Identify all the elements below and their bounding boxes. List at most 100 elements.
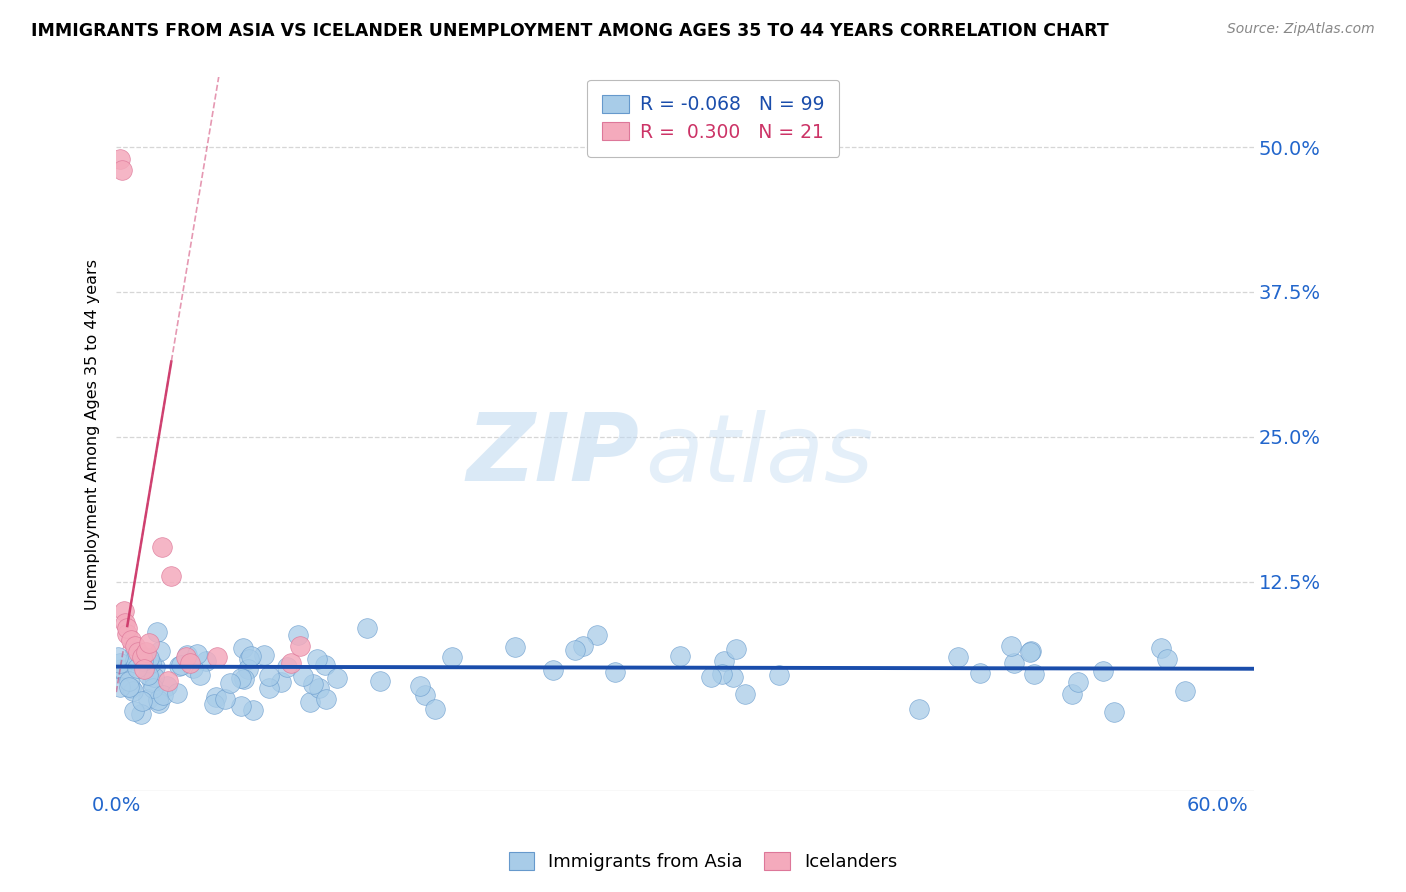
Point: [142, 681, 165, 695]
Point: [112, 604, 135, 618]
Text: ZIP: ZIP: [467, 409, 640, 501]
Point: [1022, 666, 1045, 681]
Point: [669, 649, 692, 664]
Legend: R = -0.068   N = 99, R =  0.300   N = 21: R = -0.068 N = 99, R = 0.300 N = 21: [588, 79, 839, 157]
Point: [276, 660, 298, 674]
Point: [409, 679, 432, 693]
Point: [156, 679, 179, 693]
Point: [287, 628, 309, 642]
Point: [505, 640, 527, 655]
Point: [131, 707, 153, 722]
Point: [149, 644, 172, 658]
Point: [231, 671, 253, 685]
Point: [315, 692, 337, 706]
Point: [1067, 675, 1090, 690]
Point: [124, 644, 146, 658]
Text: Source: ZipAtlas.com: Source: ZipAtlas.com: [1227, 22, 1375, 37]
Point: [110, 662, 132, 676]
Point: [170, 657, 193, 672]
Point: [1060, 687, 1083, 701]
Point: [194, 654, 217, 668]
Point: [1174, 683, 1197, 698]
Point: [543, 664, 565, 678]
Point: [768, 668, 790, 682]
Point: [232, 641, 254, 656]
Point: [368, 674, 391, 689]
Point: [179, 656, 201, 670]
Point: [711, 667, 734, 681]
Point: [734, 687, 756, 701]
Point: [131, 694, 153, 708]
Point: [138, 636, 160, 650]
Point: [229, 699, 252, 714]
Point: [1156, 652, 1178, 666]
Point: [124, 639, 146, 653]
Point: [174, 650, 197, 665]
Point: [288, 639, 311, 653]
Point: [127, 644, 149, 658]
Point: [148, 693, 170, 707]
Point: [131, 654, 153, 668]
Point: [440, 649, 463, 664]
Point: [572, 639, 595, 653]
Point: [132, 662, 155, 676]
Point: [280, 656, 302, 670]
Point: [252, 648, 274, 663]
Point: [160, 569, 183, 583]
Point: [131, 650, 153, 665]
Point: [117, 627, 139, 641]
Point: [114, 615, 136, 630]
Point: [305, 652, 328, 666]
Point: [148, 696, 170, 710]
Point: [326, 671, 349, 685]
Point: [257, 669, 280, 683]
Point: [298, 696, 321, 710]
Point: [302, 676, 325, 690]
Point: [908, 702, 931, 716]
Point: [700, 670, 723, 684]
Point: [242, 703, 264, 717]
Point: [150, 540, 173, 554]
Point: [108, 152, 131, 166]
Point: [1000, 639, 1022, 653]
Point: [166, 686, 188, 700]
Point: [120, 681, 142, 696]
Point: [586, 628, 609, 642]
Point: [946, 650, 969, 665]
Point: [188, 668, 211, 682]
Point: [186, 648, 208, 662]
Text: IMMIGRANTS FROM ASIA VS ICELANDER UNEMPLOYMENT AMONG AGES 35 TO 44 YEARS CORRELA: IMMIGRANTS FROM ASIA VS ICELANDER UNEMPL…: [31, 22, 1109, 40]
Point: [1019, 645, 1042, 659]
Point: [218, 676, 240, 690]
Point: [136, 668, 159, 682]
Point: [205, 690, 228, 705]
Point: [238, 662, 260, 676]
Point: [205, 650, 228, 665]
Point: [135, 644, 157, 658]
Point: [214, 692, 236, 706]
Point: [146, 625, 169, 640]
Point: [136, 692, 159, 706]
Point: [124, 652, 146, 666]
Point: [181, 661, 204, 675]
Point: [969, 666, 991, 681]
Point: [122, 684, 145, 698]
Point: [564, 643, 586, 657]
Point: [112, 664, 135, 678]
Point: [1102, 705, 1125, 719]
Point: [118, 673, 141, 688]
Point: [117, 621, 139, 635]
Point: [122, 704, 145, 718]
Point: [314, 657, 336, 672]
Point: [111, 163, 134, 178]
Point: [713, 654, 735, 668]
Point: [238, 652, 260, 666]
Point: [721, 670, 744, 684]
Point: [413, 688, 436, 702]
Point: [176, 648, 198, 662]
Point: [239, 648, 262, 663]
Point: [1150, 640, 1173, 655]
Point: [603, 665, 626, 680]
Point: [270, 675, 292, 690]
Point: [1002, 657, 1025, 671]
